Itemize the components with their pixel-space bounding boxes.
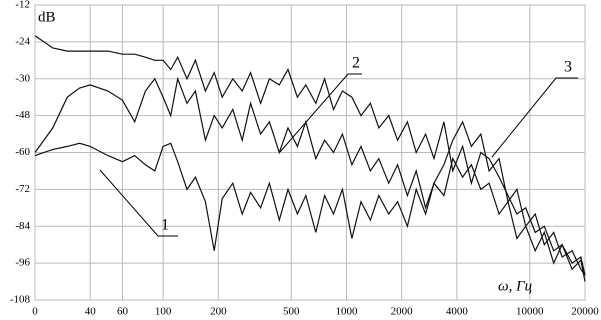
y-tick-label: -30 [15,72,30,84]
line-series [34,142,586,282]
y-tick-label: -48 [15,109,30,121]
x-tick-label: 4000 [446,306,469,318]
x-tick-label: 2000 [391,306,414,318]
y-tick-label: -96 [15,257,30,269]
line-series [34,76,586,276]
x-tick-label: 0 [32,306,38,318]
y-tick-label: -108 [10,294,31,306]
curve-label: 1 [161,217,169,234]
leader-line [491,77,578,158]
y-tick-label: -24 [15,35,30,47]
curve-label: 3 [564,59,572,76]
x-tick-label: 60 [117,306,129,318]
x-axis-label: ω, Гц [498,278,532,294]
x-tick-label: 100 [155,306,172,318]
x-tick-label: 40 [85,306,97,318]
x-tick-label: 10000 [516,306,544,318]
x-tick-label: 1000 [335,306,358,318]
curve-label: 2 [352,55,360,72]
y-tick-label: -84 [15,220,30,232]
y-tick-label: -60 [15,146,30,158]
y-tick-label: -72 [15,183,30,195]
x-tick-label: 20000 [571,306,599,318]
leader-line [279,73,362,153]
y-tick-label: -12 [15,0,30,11]
x-tick-label: 500 [283,306,300,318]
x-tick-label: 200 [210,306,227,318]
line-series [34,35,586,276]
y-axis-label: dB [38,9,56,25]
leader-line [99,169,178,237]
